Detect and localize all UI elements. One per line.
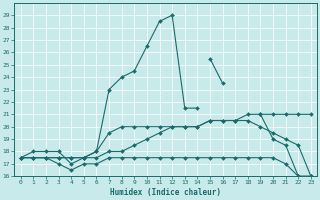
X-axis label: Humidex (Indice chaleur): Humidex (Indice chaleur) <box>110 188 221 197</box>
